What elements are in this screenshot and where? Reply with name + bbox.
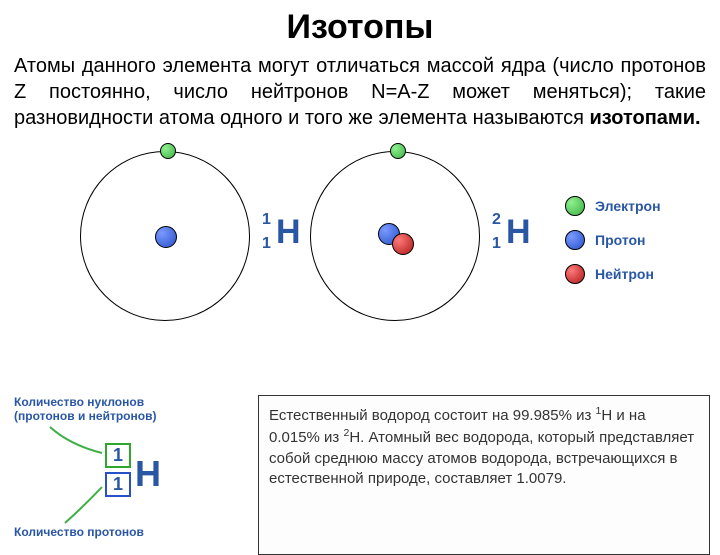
- proton-icon: [565, 230, 585, 250]
- atomic-number: 1: [262, 235, 271, 253]
- legend-label: Электрон: [595, 198, 661, 214]
- connector-curves: [10, 395, 250, 555]
- electron: [390, 143, 406, 159]
- description-textbox: Естественный водород состоит на 99.985% …: [258, 395, 710, 555]
- atom-h1: 11H: [80, 151, 250, 321]
- electron-icon: [565, 196, 585, 216]
- bottom-row: Количество нуклонов (протонов и нейтроно…: [0, 395, 720, 555]
- title-text: Изотопы: [287, 8, 434, 46]
- element-symbol: H: [506, 213, 531, 252]
- mass-number: 2: [492, 211, 501, 229]
- neutron-icon: [565, 264, 585, 284]
- intro-bold: изотопами.: [589, 107, 700, 129]
- atom-h2: 21H: [310, 151, 480, 321]
- neutron: [392, 233, 414, 255]
- proton: [155, 226, 177, 248]
- element-symbol: H: [276, 213, 301, 252]
- legend-item: Нейтрон: [565, 264, 661, 284]
- isotope-diagram: 11H 21H ЭлектронПротонНейтрон: [0, 141, 720, 391]
- intro-paragraph: Атомы данного элемента могут отличаться …: [0, 53, 720, 141]
- electron: [160, 143, 176, 159]
- legend-label: Протон: [595, 232, 646, 248]
- particle-legend: Электрон Протон Нейтрон: [565, 196, 661, 298]
- atomic-number: 1: [492, 235, 501, 253]
- isotope-notation: 2 1H: [492, 211, 552, 271]
- page-title: Изотопы: [0, 0, 720, 53]
- mass-number: 1: [262, 211, 271, 229]
- legend-label: Нейтрон: [595, 266, 654, 282]
- legend-item: Электрон: [565, 196, 661, 216]
- nucleon-annotation: Количество нуклонов (протонов и нейтроно…: [10, 395, 250, 555]
- legend-item: Протон: [565, 230, 661, 250]
